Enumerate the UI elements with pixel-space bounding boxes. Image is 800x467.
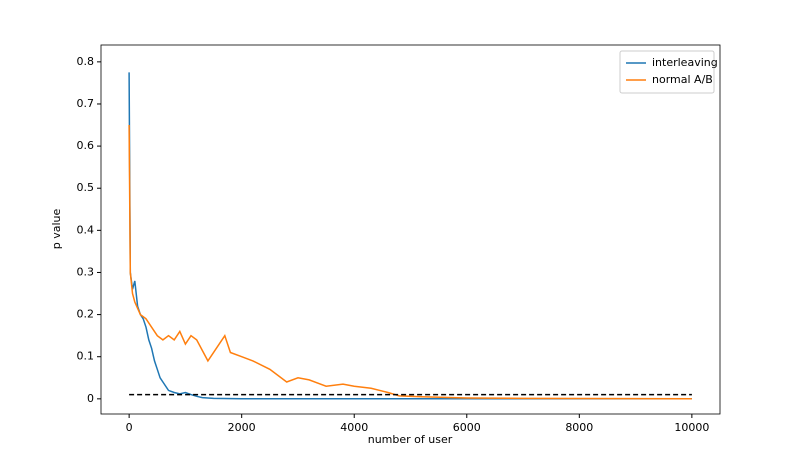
y-tick-label: 0.8 <box>77 55 95 68</box>
x-tick-label: 10000 <box>674 421 709 434</box>
x-tick-label: 8000 <box>565 421 593 434</box>
legend-label: normal A/B <box>652 73 713 86</box>
x-tick-label: 0 <box>126 421 133 434</box>
y-tick-label: 0.6 <box>77 139 95 152</box>
x-tick-label: 2000 <box>228 421 256 434</box>
x-axis-label: number of user <box>368 433 453 446</box>
y-tick-label: 0 <box>87 392 94 405</box>
y-tick-label: 0.5 <box>77 181 95 194</box>
y-tick-label: 0.2 <box>77 308 95 321</box>
y-tick-label: 0.7 <box>77 97 95 110</box>
legend-label: interleaving <box>652 56 718 69</box>
y-tick-label: 0.3 <box>77 265 95 278</box>
x-tick-label: 6000 <box>453 421 481 434</box>
line <box>128 124 692 400</box>
y-tick-label: 0.1 <box>77 350 95 363</box>
plot-frame <box>100 44 721 415</box>
y-tick-label: 0.4 <box>77 223 95 236</box>
x-tick-label: 4000 <box>340 421 368 434</box>
legend-box <box>619 50 715 94</box>
y-axis-label: p value <box>50 209 63 250</box>
line <box>128 72 692 400</box>
